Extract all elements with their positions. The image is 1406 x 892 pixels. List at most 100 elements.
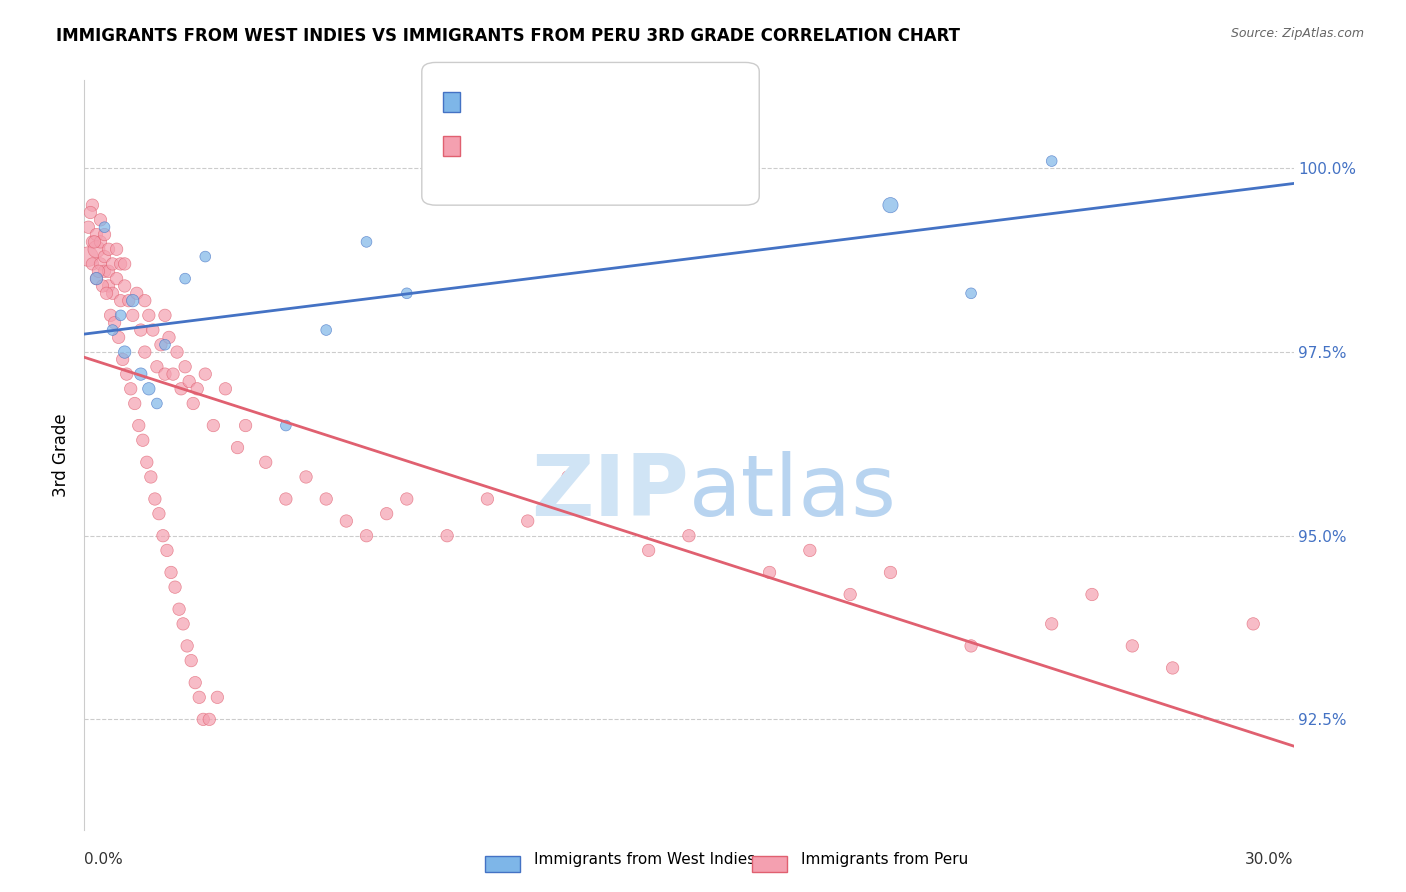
Point (110, 257, 132, 271)
Point (207, 690, 229, 705)
Point (125, 286, 148, 301)
Point (79, 205, 101, 219)
Point (235, 418, 257, 433)
Point (129, 367, 152, 381)
Point (104, 316, 127, 330)
Point (1241, 616, 1264, 631)
Point (879, 566, 901, 580)
Point (160, 566, 183, 580)
Point (86, 242, 108, 256)
Point (82, 235, 104, 249)
Point (193, 712, 215, 726)
Point (91, 279, 114, 293)
Point (93, 264, 115, 278)
Point (110, 309, 132, 323)
Point (86, 227, 108, 242)
Point (799, 543, 821, 558)
Text: R = 0.458   N =  19: R = 0.458 N = 19 (464, 98, 654, 116)
Point (295, 470, 318, 484)
Point (97, 264, 120, 278)
Point (111, 352, 134, 367)
Point (315, 491, 337, 506)
Point (89, 257, 111, 271)
Point (120, 382, 142, 396)
Point (89, 212, 111, 227)
Point (139, 470, 162, 484)
Point (678, 529, 700, 543)
Point (153, 367, 176, 381)
Point (356, 235, 378, 249)
Point (172, 616, 194, 631)
Point (198, 712, 221, 726)
Text: 30.0%: 30.0% (1246, 852, 1294, 867)
Point (83, 235, 105, 249)
Point (152, 529, 174, 543)
Point (477, 491, 499, 506)
Point (162, 367, 184, 381)
Point (93, 250, 115, 264)
Point (157, 330, 180, 344)
Point (879, 198, 901, 212)
Point (436, 529, 458, 543)
Point (110, 293, 132, 308)
Point (146, 396, 169, 410)
Point (146, 359, 169, 374)
Point (118, 293, 141, 308)
Y-axis label: 3rd Grade: 3rd Grade (52, 413, 70, 497)
Point (180, 654, 202, 668)
Text: Source: ZipAtlas.com: Source: ZipAtlas.com (1230, 27, 1364, 40)
Point (135, 455, 157, 469)
Point (960, 639, 983, 653)
Point (194, 250, 217, 264)
Point (758, 566, 780, 580)
Point (395, 286, 418, 301)
Point (335, 514, 357, 528)
Point (214, 382, 236, 396)
Point (226, 441, 249, 455)
Point (89, 235, 111, 249)
Point (101, 286, 124, 301)
Text: atlas: atlas (689, 450, 897, 534)
Point (156, 543, 179, 558)
Point (101, 323, 124, 337)
Point (1161, 661, 1184, 675)
Point (96, 286, 118, 301)
Point (179, 375, 201, 389)
Point (134, 293, 156, 308)
Point (202, 418, 225, 433)
Point (557, 470, 579, 484)
Point (174, 271, 197, 285)
Point (87, 264, 110, 278)
Point (254, 455, 277, 469)
Point (97, 242, 120, 256)
Point (134, 345, 156, 359)
Point (82, 257, 104, 271)
Point (105, 271, 128, 285)
Point (148, 507, 170, 521)
Point (82, 198, 104, 212)
Point (181, 396, 204, 410)
Point (138, 309, 160, 323)
Point (170, 382, 193, 396)
Point (77, 220, 100, 235)
Point (132, 434, 155, 448)
Point (1081, 587, 1104, 601)
Point (1121, 639, 1143, 653)
Point (274, 491, 297, 506)
Point (356, 529, 378, 543)
Point (395, 491, 418, 506)
Point (143, 491, 166, 506)
Text: ZIP: ZIP (531, 450, 689, 534)
Point (77, 250, 100, 264)
Point (186, 382, 208, 396)
Point (86, 271, 108, 285)
Point (93, 220, 115, 235)
Point (165, 580, 187, 594)
Text: Immigrants from West Indies: Immigrants from West Indies (534, 852, 755, 867)
Point (188, 690, 211, 705)
Point (86, 271, 108, 285)
Point (142, 323, 165, 337)
Point (100, 309, 122, 323)
Point (153, 309, 176, 323)
Point (101, 257, 124, 271)
